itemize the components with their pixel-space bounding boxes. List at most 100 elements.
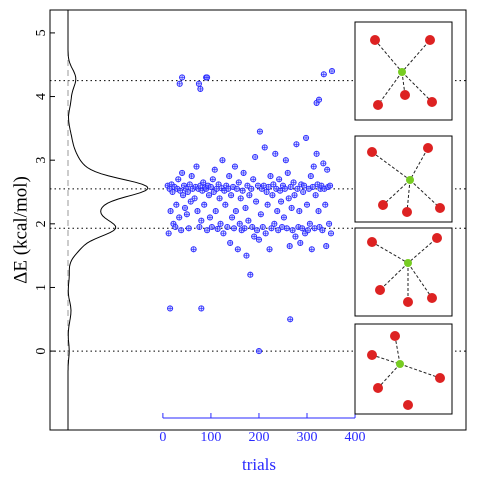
point-cross [255,183,261,189]
point [224,223,231,231]
point [235,179,242,186]
point-cross [327,183,333,189]
point [206,214,214,221]
point [191,195,198,202]
point [167,305,174,312]
point [204,227,211,234]
point [283,225,290,232]
point [280,214,287,221]
point [194,208,201,215]
point [219,157,226,164]
point [245,217,252,224]
point [214,225,221,232]
point-cross [169,189,176,195]
point-cross [204,227,210,233]
point-cross [224,224,230,230]
point [287,316,294,323]
point [278,198,285,205]
point-cross [185,189,191,195]
point [246,192,253,199]
point [272,150,279,157]
point [190,246,197,253]
point [233,185,240,192]
point-cross [188,198,194,205]
point-cross [268,225,275,231]
point-cross [309,246,315,252]
point [230,225,238,232]
point [216,195,223,202]
point [327,182,334,189]
point [310,163,317,170]
point [252,153,259,161]
point [196,223,203,231]
point-cross [313,192,319,198]
point [328,68,336,75]
point-cross [213,208,219,214]
point-cross [261,183,267,189]
point [261,144,268,151]
point [315,96,323,103]
point [294,185,301,192]
point-cross [201,202,207,208]
point-cross [250,176,256,182]
point [217,220,224,227]
point [175,176,182,183]
point [185,225,192,232]
point-cross [248,186,254,192]
point [231,163,238,170]
point [327,230,335,237]
x-tick-label: 300 [296,430,317,445]
point-cross [207,214,213,221]
point-cross [177,188,183,194]
point [286,243,293,250]
point-cross [293,141,300,147]
point-cross [249,224,255,230]
molecule [354,21,453,121]
point [276,176,283,183]
point-cross [245,218,251,224]
molecule [354,135,453,223]
point-cross [198,218,204,224]
point [239,187,246,194]
point [222,201,229,208]
point [255,348,263,355]
point-cross [232,163,238,170]
point-cross [279,224,285,230]
density-curve [67,10,149,430]
y-tick-label: 2 [34,220,49,227]
point-cross [194,208,201,214]
point-cross [311,163,317,170]
point [176,214,183,221]
point [195,80,202,87]
point-cross [252,154,258,160]
point [292,233,299,240]
point [248,185,255,192]
point-cross [312,225,318,231]
point-cross [316,224,323,230]
point-cross [189,173,195,179]
point-cross [256,348,262,354]
point-cross [289,227,296,233]
point [249,223,256,231]
point-cross [257,128,263,135]
point-cross [210,176,216,182]
point-cross [241,225,248,231]
point [326,220,333,227]
point-cross [305,227,311,233]
point-cross [242,205,249,211]
point [183,211,190,218]
point-cross [179,74,185,81]
point-cross [286,195,292,201]
point-cross [240,188,246,194]
y-tick-label: 3 [34,157,49,164]
point-cross [287,243,293,249]
point-cross [301,183,307,189]
point-cross [288,184,294,190]
point-cross [198,305,204,312]
point-cross [216,195,223,201]
point-cross [226,173,232,179]
point [181,204,189,211]
point-cross [243,253,250,259]
point [264,201,271,208]
point [319,227,326,234]
